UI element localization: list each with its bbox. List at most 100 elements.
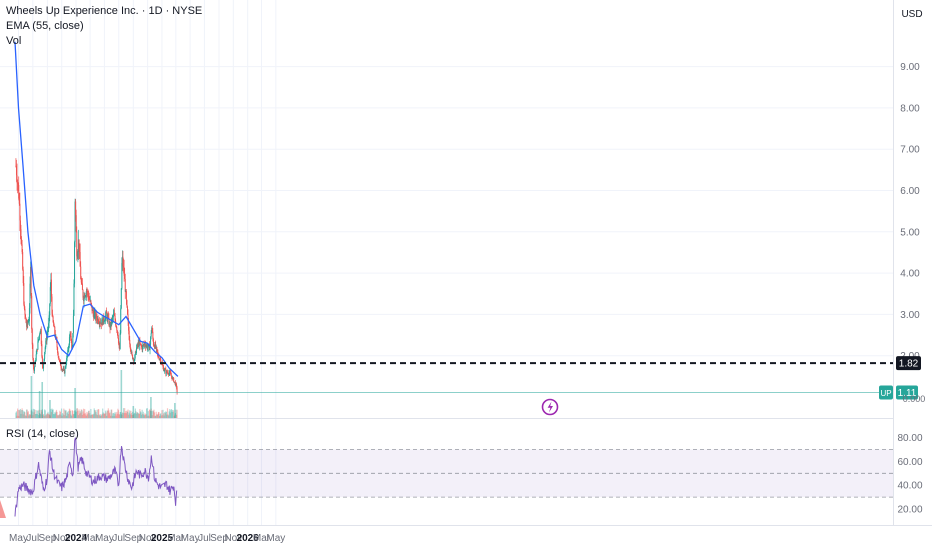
- candle-body: [134, 355, 136, 361]
- rsi-panel: [0, 437, 893, 518]
- time-tick-label: May: [95, 533, 114, 544]
- candle-body: [173, 381, 175, 383]
- price-tick-label: 6.00: [900, 186, 920, 197]
- candle-body: [48, 323, 50, 329]
- volume-spike-bar: [132, 406, 135, 418]
- volume-bar: [95, 414, 98, 418]
- volume-bar: [158, 412, 160, 418]
- volume-bar: [53, 414, 55, 418]
- candle-body: [116, 327, 118, 331]
- candle-body: [114, 315, 116, 321]
- candle-body: [133, 360, 135, 362]
- currency-label[interactable]: USD: [901, 9, 922, 20]
- vol-legend[interactable]: Vol: [6, 35, 22, 47]
- volume-bar: [139, 411, 142, 418]
- volume-bar: [125, 411, 127, 418]
- volume-bar: [146, 408, 148, 418]
- volume-bar: [172, 411, 174, 418]
- volume-bar: [163, 415, 165, 418]
- time-tick-label: Nov: [139, 533, 157, 544]
- candle-body: [72, 333, 74, 347]
- volume-bar: [116, 411, 118, 418]
- candle-body: [71, 340, 73, 349]
- candle-body: [28, 308, 30, 322]
- price-axis[interactable]: 9.008.007.006.005.004.003.002.001.82UP1.…: [879, 62, 925, 404]
- volume-bar: [96, 409, 98, 418]
- volume-bar: [117, 410, 120, 418]
- volume-bar: [123, 413, 125, 418]
- volume-bar: [164, 413, 166, 418]
- candle-body: [31, 295, 33, 330]
- volume-bar: [64, 411, 67, 418]
- lightning-event-icon[interactable]: [541, 398, 559, 416]
- price-badge-last: [896, 385, 918, 400]
- candle-body: [165, 369, 167, 374]
- volume-bar: [75, 411, 77, 418]
- volume-bar: [29, 414, 31, 418]
- price-tick-label: 5.00: [900, 227, 920, 238]
- time-tick-label: Mar: [167, 533, 185, 544]
- candle-body: [112, 317, 114, 319]
- rsi-axis[interactable]: 80.00 60.00 40.00 20.00: [897, 433, 922, 515]
- volume-bar: [86, 414, 89, 418]
- candle-body: [17, 183, 19, 185]
- volume-bar: [68, 408, 71, 418]
- volume-bar: [115, 413, 117, 418]
- chart-title[interactable]: Wheels Up Experience Inc. · 1D · NYSE: [6, 5, 203, 17]
- volume-bar: [75, 411, 77, 418]
- candle-body: [24, 308, 26, 315]
- candle-body: [43, 358, 45, 364]
- candle-body: [27, 322, 29, 324]
- candle-body: [110, 322, 112, 325]
- volume-bar: [131, 415, 133, 418]
- volume-bar: [89, 413, 91, 418]
- candle-body: [23, 304, 25, 309]
- volume-bar: [26, 409, 28, 418]
- candle-body: [78, 239, 80, 252]
- volume-bar: [109, 415, 112, 418]
- candle-body: [65, 364, 67, 367]
- volume-bar: [126, 411, 129, 418]
- volume-bar: [105, 412, 107, 418]
- candle-body: [39, 331, 41, 335]
- volume-bar: [142, 411, 144, 418]
- candle-body: [62, 369, 64, 371]
- volume-bar: [121, 412, 124, 418]
- candle-body: [49, 303, 51, 316]
- candle-body: [106, 313, 108, 320]
- volume-bar: [80, 409, 82, 418]
- volume-bar: [54, 413, 56, 418]
- candle-body: [164, 369, 166, 371]
- price-tick-label: 9.00: [900, 62, 920, 73]
- volume-bar: [22, 410, 24, 418]
- candle-body: [50, 279, 52, 297]
- candle-body: [90, 303, 92, 305]
- candle-body: [36, 349, 38, 355]
- candle-body: [76, 231, 78, 257]
- candle-body: [38, 335, 40, 340]
- volume-bar: [46, 413, 49, 418]
- volume-bar: [113, 413, 116, 418]
- candle-body: [150, 333, 152, 337]
- volume-bar: [107, 410, 109, 418]
- candle-body: [168, 372, 170, 375]
- volume-bar: [141, 409, 143, 418]
- candle-body: [130, 352, 132, 354]
- candle-body: [80, 279, 82, 283]
- candle-body: [124, 275, 126, 279]
- candle-body: [160, 359, 162, 363]
- candle-body: [140, 343, 142, 346]
- volume-bar: [25, 415, 27, 418]
- volume-bar: [94, 410, 96, 418]
- candle-body: [111, 318, 113, 320]
- volume-bar: [130, 410, 132, 418]
- volume-bar: [151, 415, 153, 418]
- volume-bar: [99, 415, 101, 418]
- ema-legend[interactable]: EMA (55, close): [6, 20, 84, 32]
- rsi-legend[interactable]: RSI (14, close): [6, 428, 79, 440]
- candle-body: [144, 343, 146, 345]
- volume-bar: [85, 415, 87, 418]
- candle-body: [45, 340, 47, 342]
